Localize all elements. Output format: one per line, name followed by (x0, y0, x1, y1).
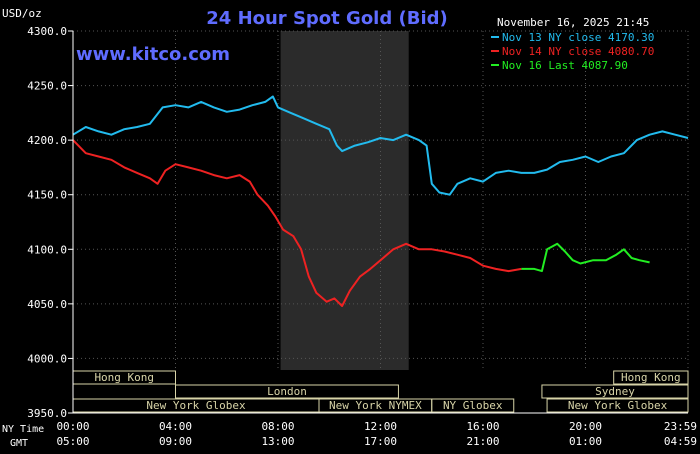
x-tick-label-gmt: 09:00 (159, 435, 192, 448)
legend-entry: Nov 13 NY close 4170.30 (502, 31, 654, 44)
session-label: Sydney (595, 385, 635, 398)
x-tick-label-gmt: 05:00 (56, 435, 89, 448)
session-band (175, 384, 399, 399)
x-tick-label-gmt: 01:00 (569, 435, 602, 448)
chart-title: 24 Hour Spot Gold (Bid) (206, 8, 447, 29)
x-tick-label-ny: 04:00 (159, 420, 192, 433)
x-tick-label-gmt: 17:00 (364, 435, 397, 448)
legend-entry: Nov 16 Last 4087.90 (502, 59, 628, 72)
y-tick-label: 4000.0 (27, 352, 67, 365)
trading-session-bands: Hong Kong London New York Globex New York N… (72, 370, 689, 413)
session-label: New York Globex (146, 399, 246, 412)
y-axis-label: USD/oz (2, 7, 42, 20)
y-tick-label: 4300.0 (27, 25, 67, 38)
nymex-session-shade (280, 31, 409, 370)
session-band (541, 384, 689, 399)
x-tick-label-ny: 23:59 (664, 420, 697, 433)
x-tick-label-ny: 12:00 (364, 420, 397, 433)
y-tick-label: 4150.0 (27, 189, 67, 202)
x-tick-labels: 00:00 05:00 04:00 09:00 08:00 13:00 12:00 17:00… (56, 420, 697, 448)
session-label: New York Globex (568, 399, 668, 412)
y-tick-labels: 4300.0 4250.0 4200.0 4150.0 4100.0 4050.0 4000… (27, 25, 73, 420)
legend-entry: Nov 14 NY close 4080.70 (502, 45, 654, 58)
y-tick-label: 4200.0 (27, 134, 67, 147)
session-band (431, 398, 515, 413)
session-label: Hong Kong (94, 371, 154, 384)
y-tick-label: 4100.0 (27, 243, 67, 256)
y-tick-label: 4050.0 (27, 298, 67, 311)
x-tick-label-gmt: 13:00 (261, 435, 294, 448)
series-line-2 (72, 139, 522, 307)
x-tick-label-ny: 20:00 (569, 420, 602, 433)
x-tick-label-ny: 00:00 (56, 420, 89, 433)
x-tick-label-gmt: 21:00 (466, 435, 499, 448)
watermark: www.kitco.com (76, 44, 230, 65)
session-band (613, 370, 689, 385)
session-label: Hong Kong (621, 371, 681, 384)
x-tick-label-gmt: 04:59 (664, 435, 697, 448)
axes (72, 31, 688, 414)
x-tick-label-ny: 08:00 (261, 420, 294, 433)
x-tick-label-ny: 16:00 (466, 420, 499, 433)
session-band (546, 398, 689, 413)
session-label: New York NYMEX (329, 399, 422, 412)
y-tick-label: 4250.0 (27, 80, 67, 93)
x-row-label-ny: NY Time (2, 424, 44, 435)
series-lines (72, 95, 689, 307)
timestamp: November 16, 2025 21:45 (497, 16, 649, 29)
series-line-1 (72, 95, 689, 196)
x-row-label-gmt: GMT (10, 438, 28, 449)
session-label: NY Globex (443, 399, 503, 412)
session-label: London (267, 385, 307, 398)
y-tick-label: 3950.0 (27, 407, 67, 420)
series-line-3 (521, 242, 650, 273)
